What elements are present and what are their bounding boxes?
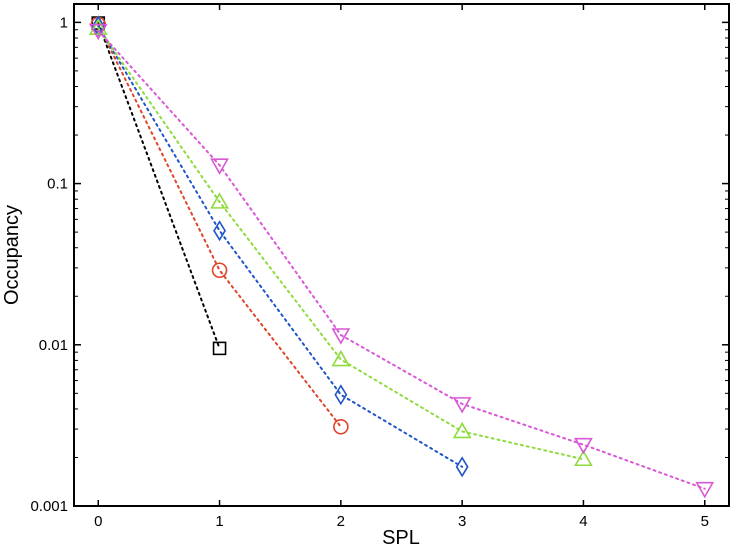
- data-point-triangle-up: [88, 18, 108, 36]
- series-line: [97, 29, 706, 490]
- y-tick-label: 0.001: [30, 498, 68, 515]
- data-point-triangle-down: [331, 328, 351, 345]
- data-point-triangle-down: [210, 158, 229, 175]
- data-point-circle: [333, 418, 349, 435]
- y-tick-label: 0.01: [39, 337, 68, 354]
- x-tick-label: 4: [579, 513, 587, 530]
- data-point-diamond: [455, 456, 469, 478]
- y-axis-ticks: 0.001 0.01 0.1 1: [30, 14, 729, 515]
- y-tick-label: 1: [60, 14, 68, 31]
- plot-frame: [73, 3, 730, 507]
- series-group: [88, 15, 715, 499]
- series-line: [97, 23, 342, 428]
- data-point-triangle-up: [574, 449, 593, 467]
- x-tick-label: 1: [215, 513, 223, 530]
- y-tick-label: 0.1: [47, 176, 68, 193]
- data-point-diamond: [213, 220, 226, 242]
- data-point-diamond: [334, 384, 348, 406]
- x-tick-label: 5: [701, 513, 709, 530]
- series-line: [97, 22, 221, 350]
- data-point-triangle-down: [695, 481, 715, 499]
- data-point-triangle-up: [210, 192, 229, 209]
- data-point-triangle-up: [452, 421, 472, 439]
- x-tick-label: 2: [337, 513, 345, 530]
- data-point-triangle-down: [452, 397, 472, 414]
- y-axis-label: Occupancy: [1, 205, 23, 305]
- data-point-circle: [211, 262, 228, 279]
- x-tick-label: 0: [94, 513, 102, 530]
- data-point-triangle-up: [331, 349, 351, 367]
- x-axis-ticks: 0 1 2 3 4 5: [94, 4, 709, 530]
- data-point-square: [212, 341, 227, 356]
- data-point-triangle-down: [88, 23, 108, 41]
- x-axis-label: SPL: [382, 527, 420, 548]
- data-point-triangle-down: [574, 437, 593, 455]
- series-line: [97, 24, 464, 468]
- x-tick-label: 3: [458, 513, 466, 530]
- series-line: [97, 27, 585, 461]
